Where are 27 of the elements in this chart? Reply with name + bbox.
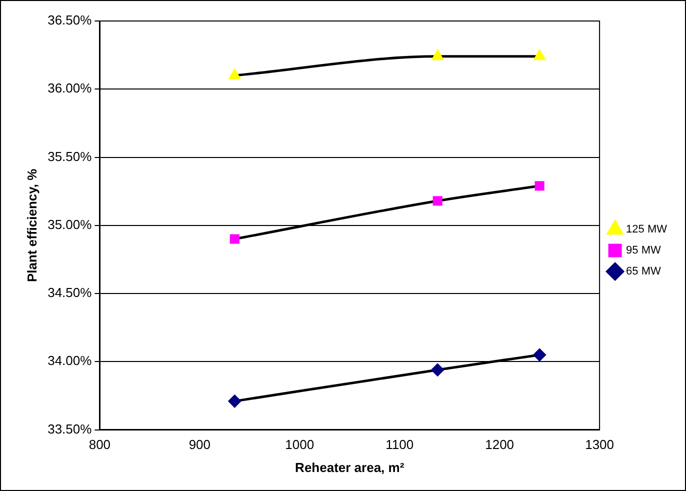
x-axis-title: Reheater area, m² (295, 460, 405, 475)
y-tick-label: 35.00% (48, 216, 92, 232)
y-tick-label: 34.00% (48, 353, 92, 368)
legend-label: 65 MW (626, 266, 662, 278)
point (533, 348, 546, 362)
y-tick-label: 34.50% (48, 285, 92, 300)
point (230, 234, 240, 244)
x-tick-label: 1100 (386, 437, 414, 452)
point (431, 364, 444, 376)
x-tick-label: 900 (188, 437, 211, 452)
y-tick-label: 35.50% (48, 148, 92, 164)
point (432, 196, 442, 206)
y-tick-label: 36.50% (48, 12, 92, 28)
x-tick-label: 1000 (285, 437, 314, 452)
x-tick-label: 1300 (585, 437, 614, 452)
point (432, 50, 444, 60)
point (228, 394, 241, 408)
y-tick-label: 33.50% (48, 421, 92, 436)
point (229, 69, 240, 80)
x-tick-label: 1200 (485, 437, 514, 452)
y-axis-title: Plant efficiency, % (24, 168, 40, 282)
y-tick-label: 36.00% (48, 80, 92, 96)
point (534, 50, 546, 60)
legend-label: 95 MW (626, 244, 662, 257)
point (534, 181, 544, 191)
x-tick-label: 800 (88, 437, 111, 452)
legend-label: 125 MW (626, 224, 668, 236)
